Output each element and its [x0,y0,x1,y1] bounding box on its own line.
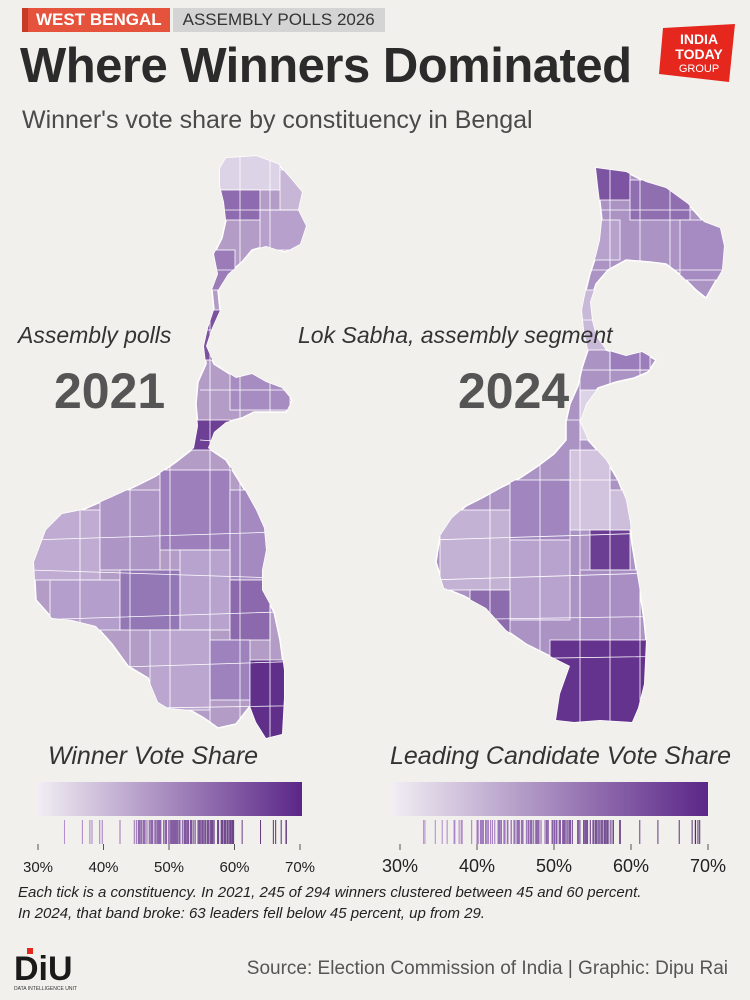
legend-2021-title: Winner Vote Share [48,742,259,770]
svg-text:DATA INTELLIGENCE UNIT: DATA INTELLIGENCE UNIT [14,986,77,992]
caption-line-2: In 2024, that band broke: 63 leaders fel… [18,905,485,922]
diu-logo: DiU DATA INTELLIGENCE UNIT [14,948,77,992]
svg-text:TODAY: TODAY [675,46,723,62]
svg-text:INDIA: INDIA [680,31,718,47]
legend-2024-constituency-ticks [423,820,701,844]
caption-line-1: Each tick is a constituency. In 2021, 24… [18,884,642,901]
legend-2024: 30% 40% 50% 60% 70% [382,782,726,876]
axis-tick-label: 40% [88,859,118,876]
axis-tick-label: 70% [285,859,315,876]
header-tags: WEST BENGAL ASSEMBLY POLLS 2026 [22,8,385,32]
axis-tick-label: 30% [382,856,418,876]
poll-tag: ASSEMBLY POLLS 2026 [172,8,385,32]
axis-tick-label: 60% [219,859,249,876]
panel-2021-label: Assembly polls [18,322,172,348]
caption: Each tick is a constituency. In 2021, 24… [18,882,738,924]
legend-2021-constituency-ticks [63,820,287,844]
panel-2024-label: Lok Sabha, assembly segment [298,322,613,348]
map-2021 [33,155,307,739]
state-tag: WEST BENGAL [22,8,170,32]
axis-tick-label: 60% [613,856,649,876]
source-credit: Source: Election Commission of India | G… [246,958,728,979]
map-2024 [435,167,725,723]
panel-2024-year: 2024 [458,363,570,419]
page-subtitle: Winner's vote share by constituency in B… [22,106,533,134]
axis-tick-label: 50% [154,859,184,876]
axis-tick-label: 50% [536,856,572,876]
legend-2024-title: Leading Candidate Vote Share [390,742,732,770]
svg-text:GROUP: GROUP [679,63,719,75]
legend-2021-gradient [36,782,302,816]
legend-2024-gradient [390,782,708,816]
axis-tick-label: 30% [24,859,53,876]
panel-2021-year: 2021 [54,363,166,419]
page-title: Where Winners Dominated [20,39,632,93]
svg-text:DiU: DiU [14,950,73,988]
axis-tick-label: 40% [459,856,495,876]
legend-2021: 30% 40% 50% 60% 70% [24,782,315,876]
axis-tick-label: 70% [690,856,726,876]
india-today-logo: INDIA TODAY GROUP [659,24,735,82]
